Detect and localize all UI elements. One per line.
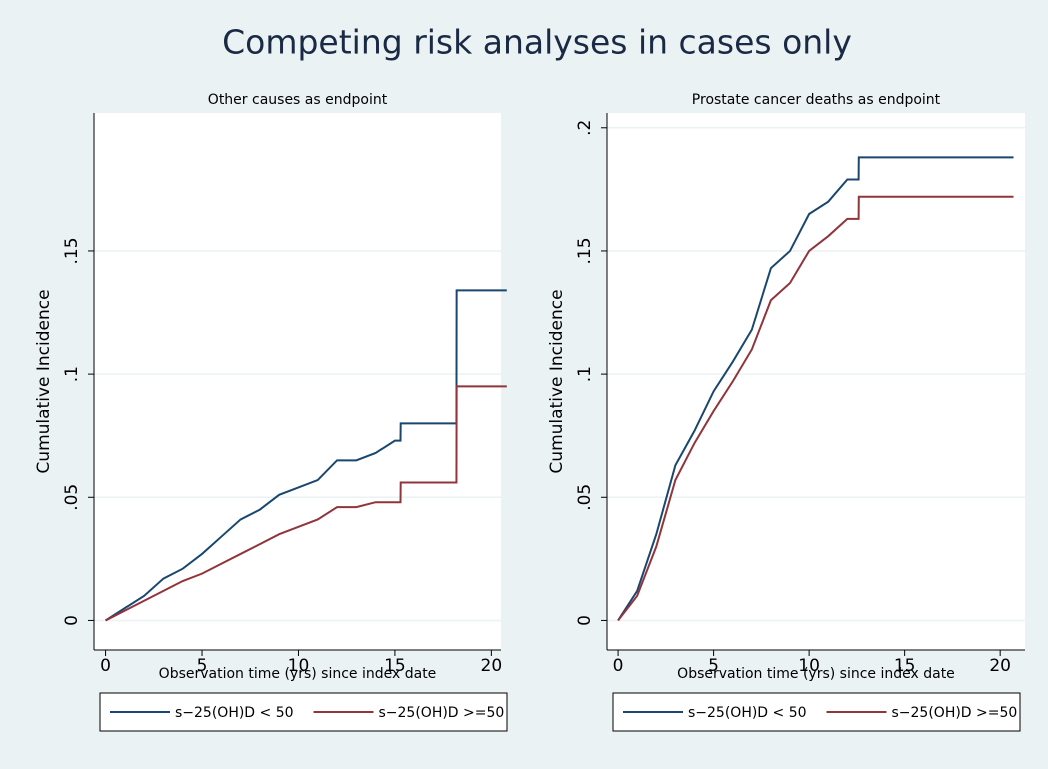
legend-label: s−25(OH)D < 50	[688, 705, 807, 721]
x-axis-label: Observation time (yrs) since index date	[159, 666, 437, 682]
x-axis-label: Observation time (yrs) since index date	[677, 666, 955, 682]
y-tick-label: .1	[62, 366, 82, 382]
x-tick-label: 10	[798, 656, 820, 676]
plot-area	[607, 113, 1025, 650]
legend-label: s−25(OH)D < 50	[175, 705, 294, 721]
y-tick-label: .15	[575, 237, 595, 264]
y-tick-label: 0	[575, 615, 595, 626]
x-tick-label: 15	[384, 656, 406, 676]
chart-title: Other causes as endpoint	[208, 92, 388, 108]
y-tick-label: .05	[575, 484, 595, 511]
chart-title: Prostate cancer deaths as endpoint	[692, 92, 941, 108]
x-tick-label: 0	[613, 656, 624, 676]
series-line	[105, 289, 507, 622]
plot-area	[94, 113, 501, 650]
y-tick-label: .2	[575, 120, 595, 136]
series-line	[617, 195, 1014, 622]
x-tick-label: 20	[989, 656, 1011, 676]
legend-label: s−25(OH)D >=50	[379, 705, 505, 721]
y-tick-label: .1	[575, 366, 595, 382]
y-axis-label: Cumulative Incidence	[34, 289, 54, 473]
x-tick-label: 0	[100, 656, 111, 676]
series-line	[617, 156, 1014, 621]
y-tick-label: 0	[62, 615, 82, 626]
x-tick-label: 5	[708, 656, 719, 676]
x-tick-label: 10	[288, 656, 310, 676]
series-line	[105, 385, 507, 622]
legend-label: s−25(OH)D >=50	[892, 705, 1018, 721]
x-tick-label: 20	[481, 656, 503, 676]
y-axis-label: Cumulative Incidence	[547, 289, 567, 473]
figure-title: Competing risk analyses in cases only	[222, 23, 852, 62]
x-tick-label: 5	[197, 656, 208, 676]
y-tick-label: .05	[62, 484, 82, 511]
y-tick-label: .15	[62, 237, 82, 264]
x-tick-label: 15	[894, 656, 916, 676]
